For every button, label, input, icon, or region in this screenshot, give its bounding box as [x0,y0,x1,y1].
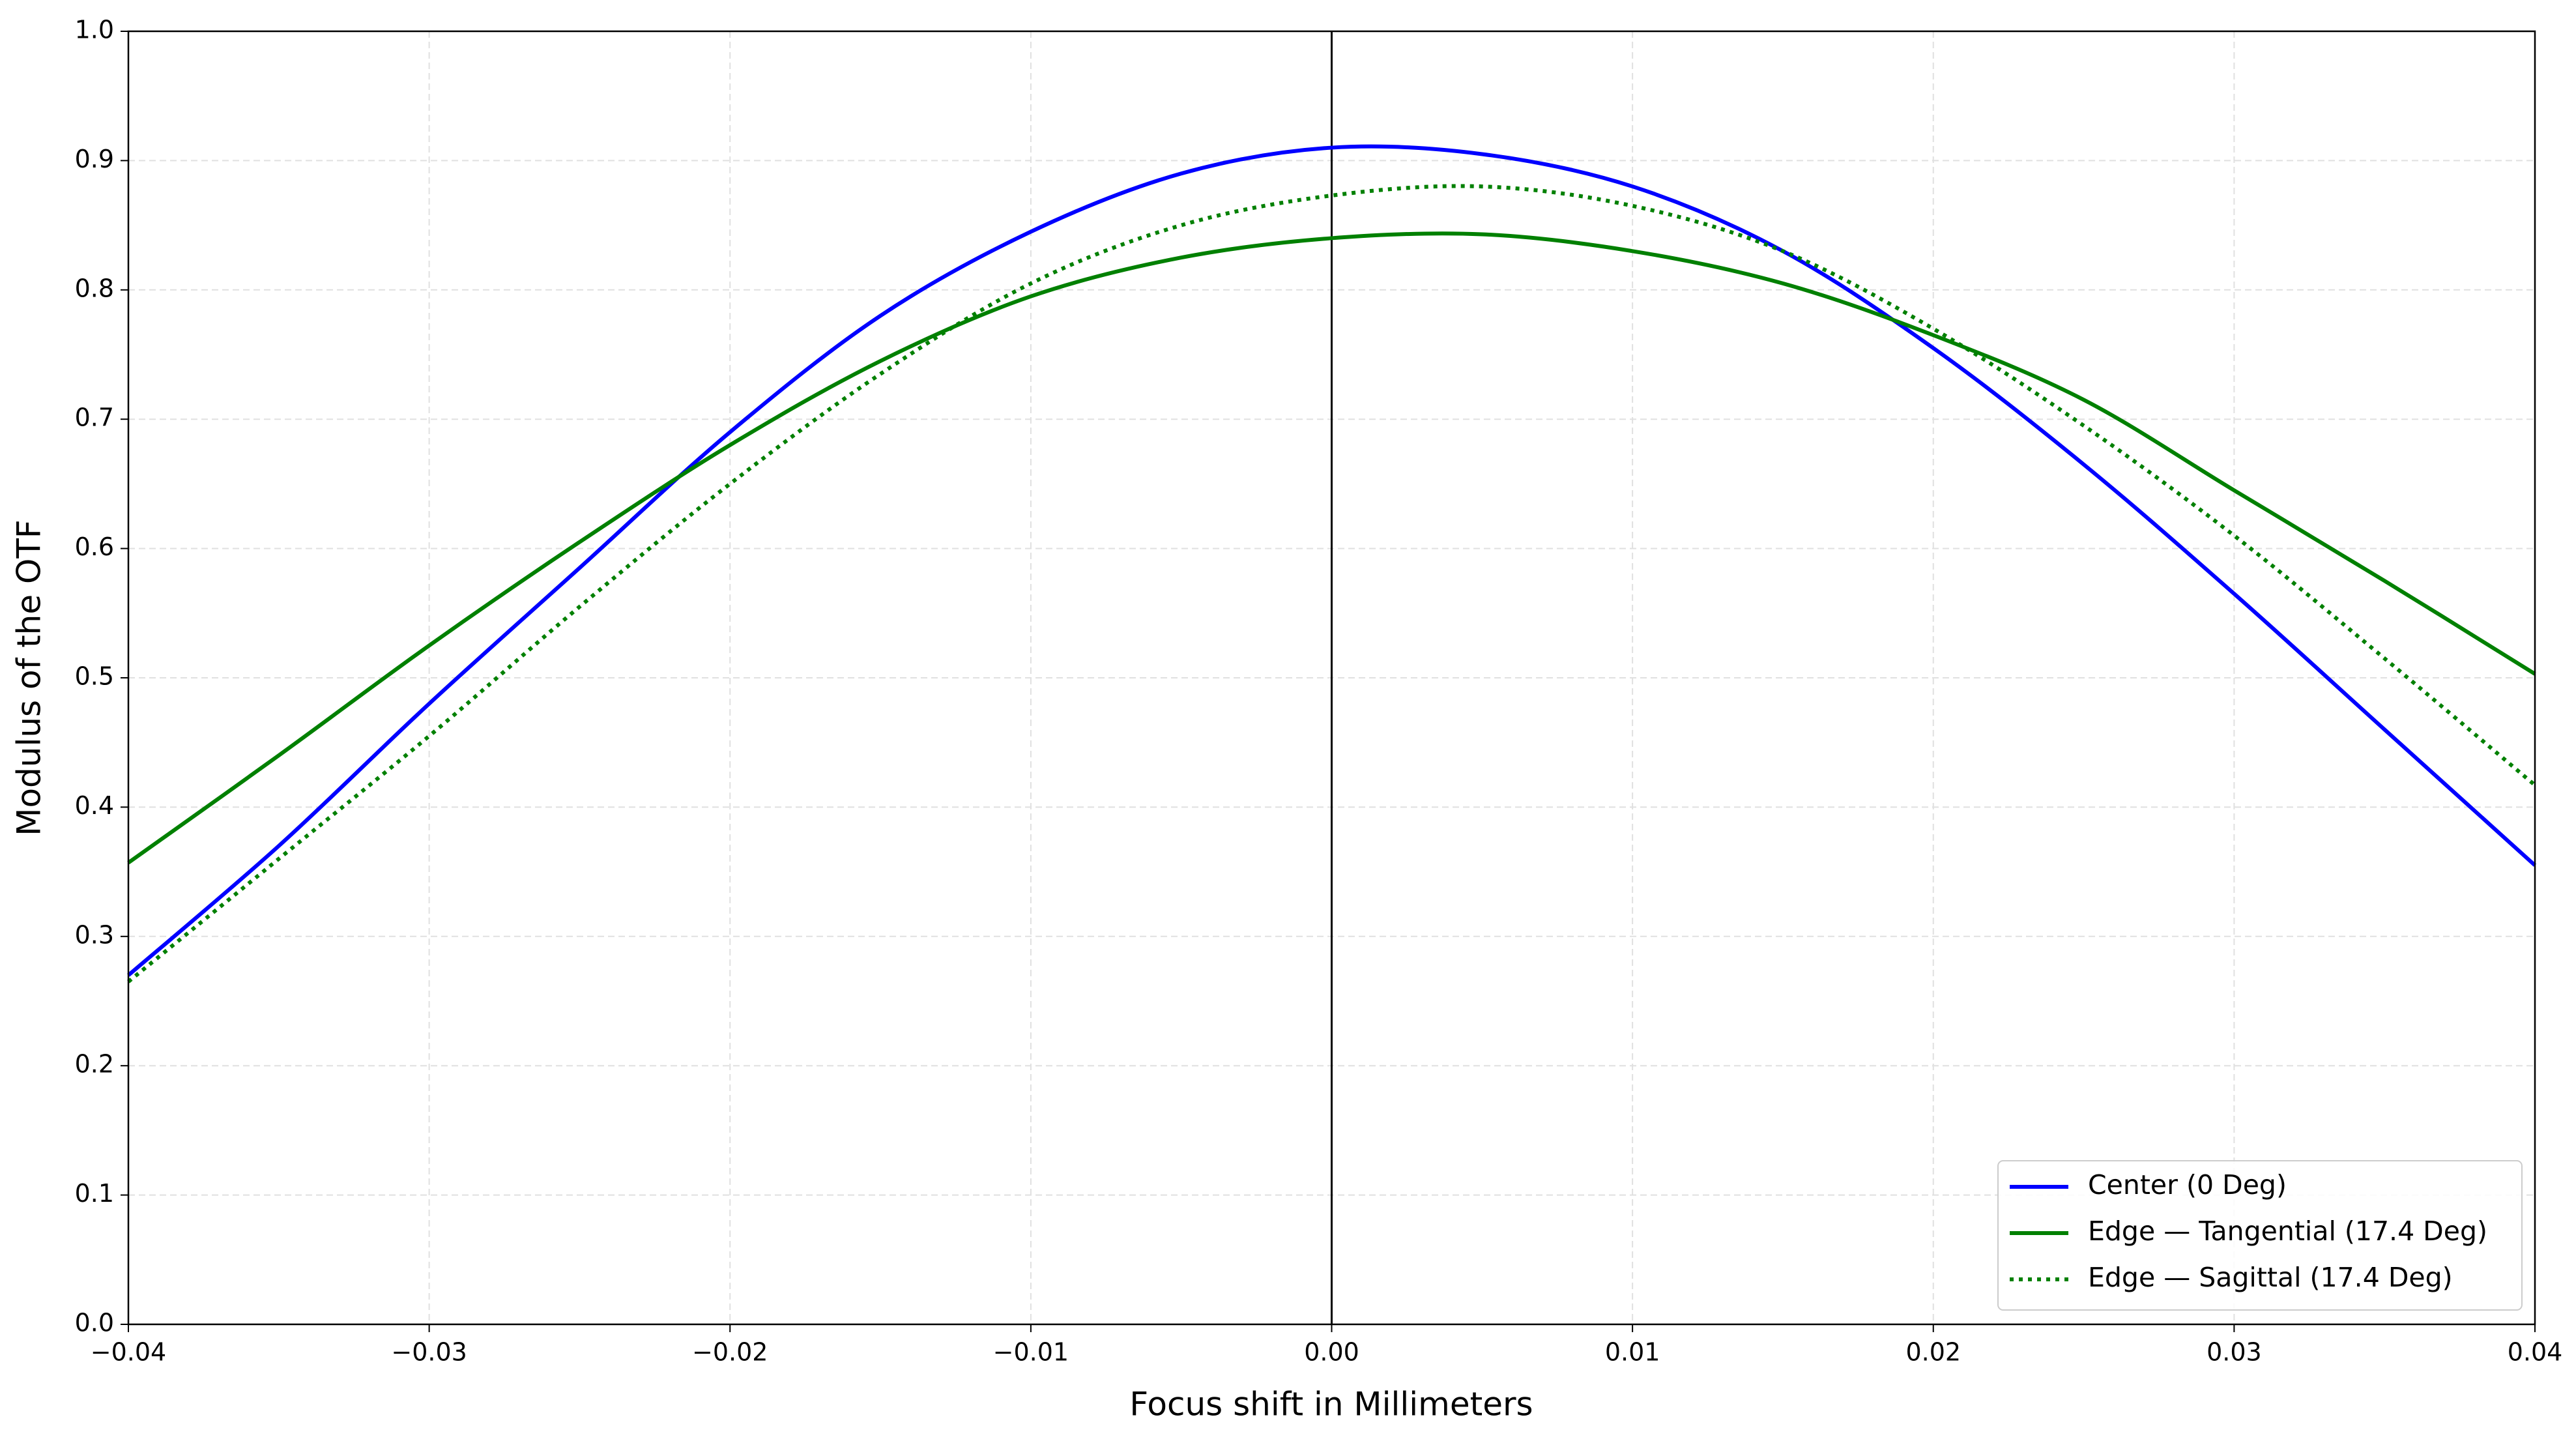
y-tick-label: 0.9 [75,145,114,173]
y-tick-label: 0.1 [75,1179,114,1208]
x-tick-label: 0.04 [2508,1338,2563,1367]
y-tick-label: 0.5 [75,662,114,691]
y-tick-label: 0.0 [75,1309,114,1337]
y-tick-label: 1.0 [75,16,114,44]
y-tick-label: 0.7 [75,403,114,432]
legend-label: Center (0 Deg) [2088,1169,2287,1201]
x-tick-label: 0.01 [1605,1338,1660,1367]
legend-label: Edge — Tangential (17.4 Deg) [2088,1215,2487,1247]
x-tick-label: −0.02 [692,1338,768,1367]
series-line [127,144,2537,977]
x-tick-label: 0.03 [2207,1338,2262,1367]
legend-label: Edge — Sagittal (17.4 Deg) [2088,1262,2453,1293]
x-axis-label: Focus shift in Millimeters [1129,1386,1533,1423]
y-tick-label: 0.4 [75,791,114,820]
plot-frame [127,30,2536,1326]
x-tick-label: −0.04 [91,1338,166,1367]
x-tick-label: −0.03 [391,1338,467,1367]
series-line [127,231,2536,865]
y-axis-label: Modulus of the OTF [10,519,48,836]
x-tick-label: −0.01 [993,1338,1069,1367]
series-line [127,184,2536,983]
y-tick-label: 0.8 [75,274,114,302]
y-tick-label: 0.2 [75,1050,114,1079]
x-tick-label: 0.00 [1304,1338,1359,1367]
legend-box [1997,1160,2523,1311]
legend: Center (0 Deg) Edge — Tangential (17.4 De… [1997,1160,2523,1311]
y-tick-label: 0.6 [75,532,114,561]
x-tick-label: 0.02 [1905,1338,1961,1367]
y-tick-label: 0.3 [75,920,114,949]
